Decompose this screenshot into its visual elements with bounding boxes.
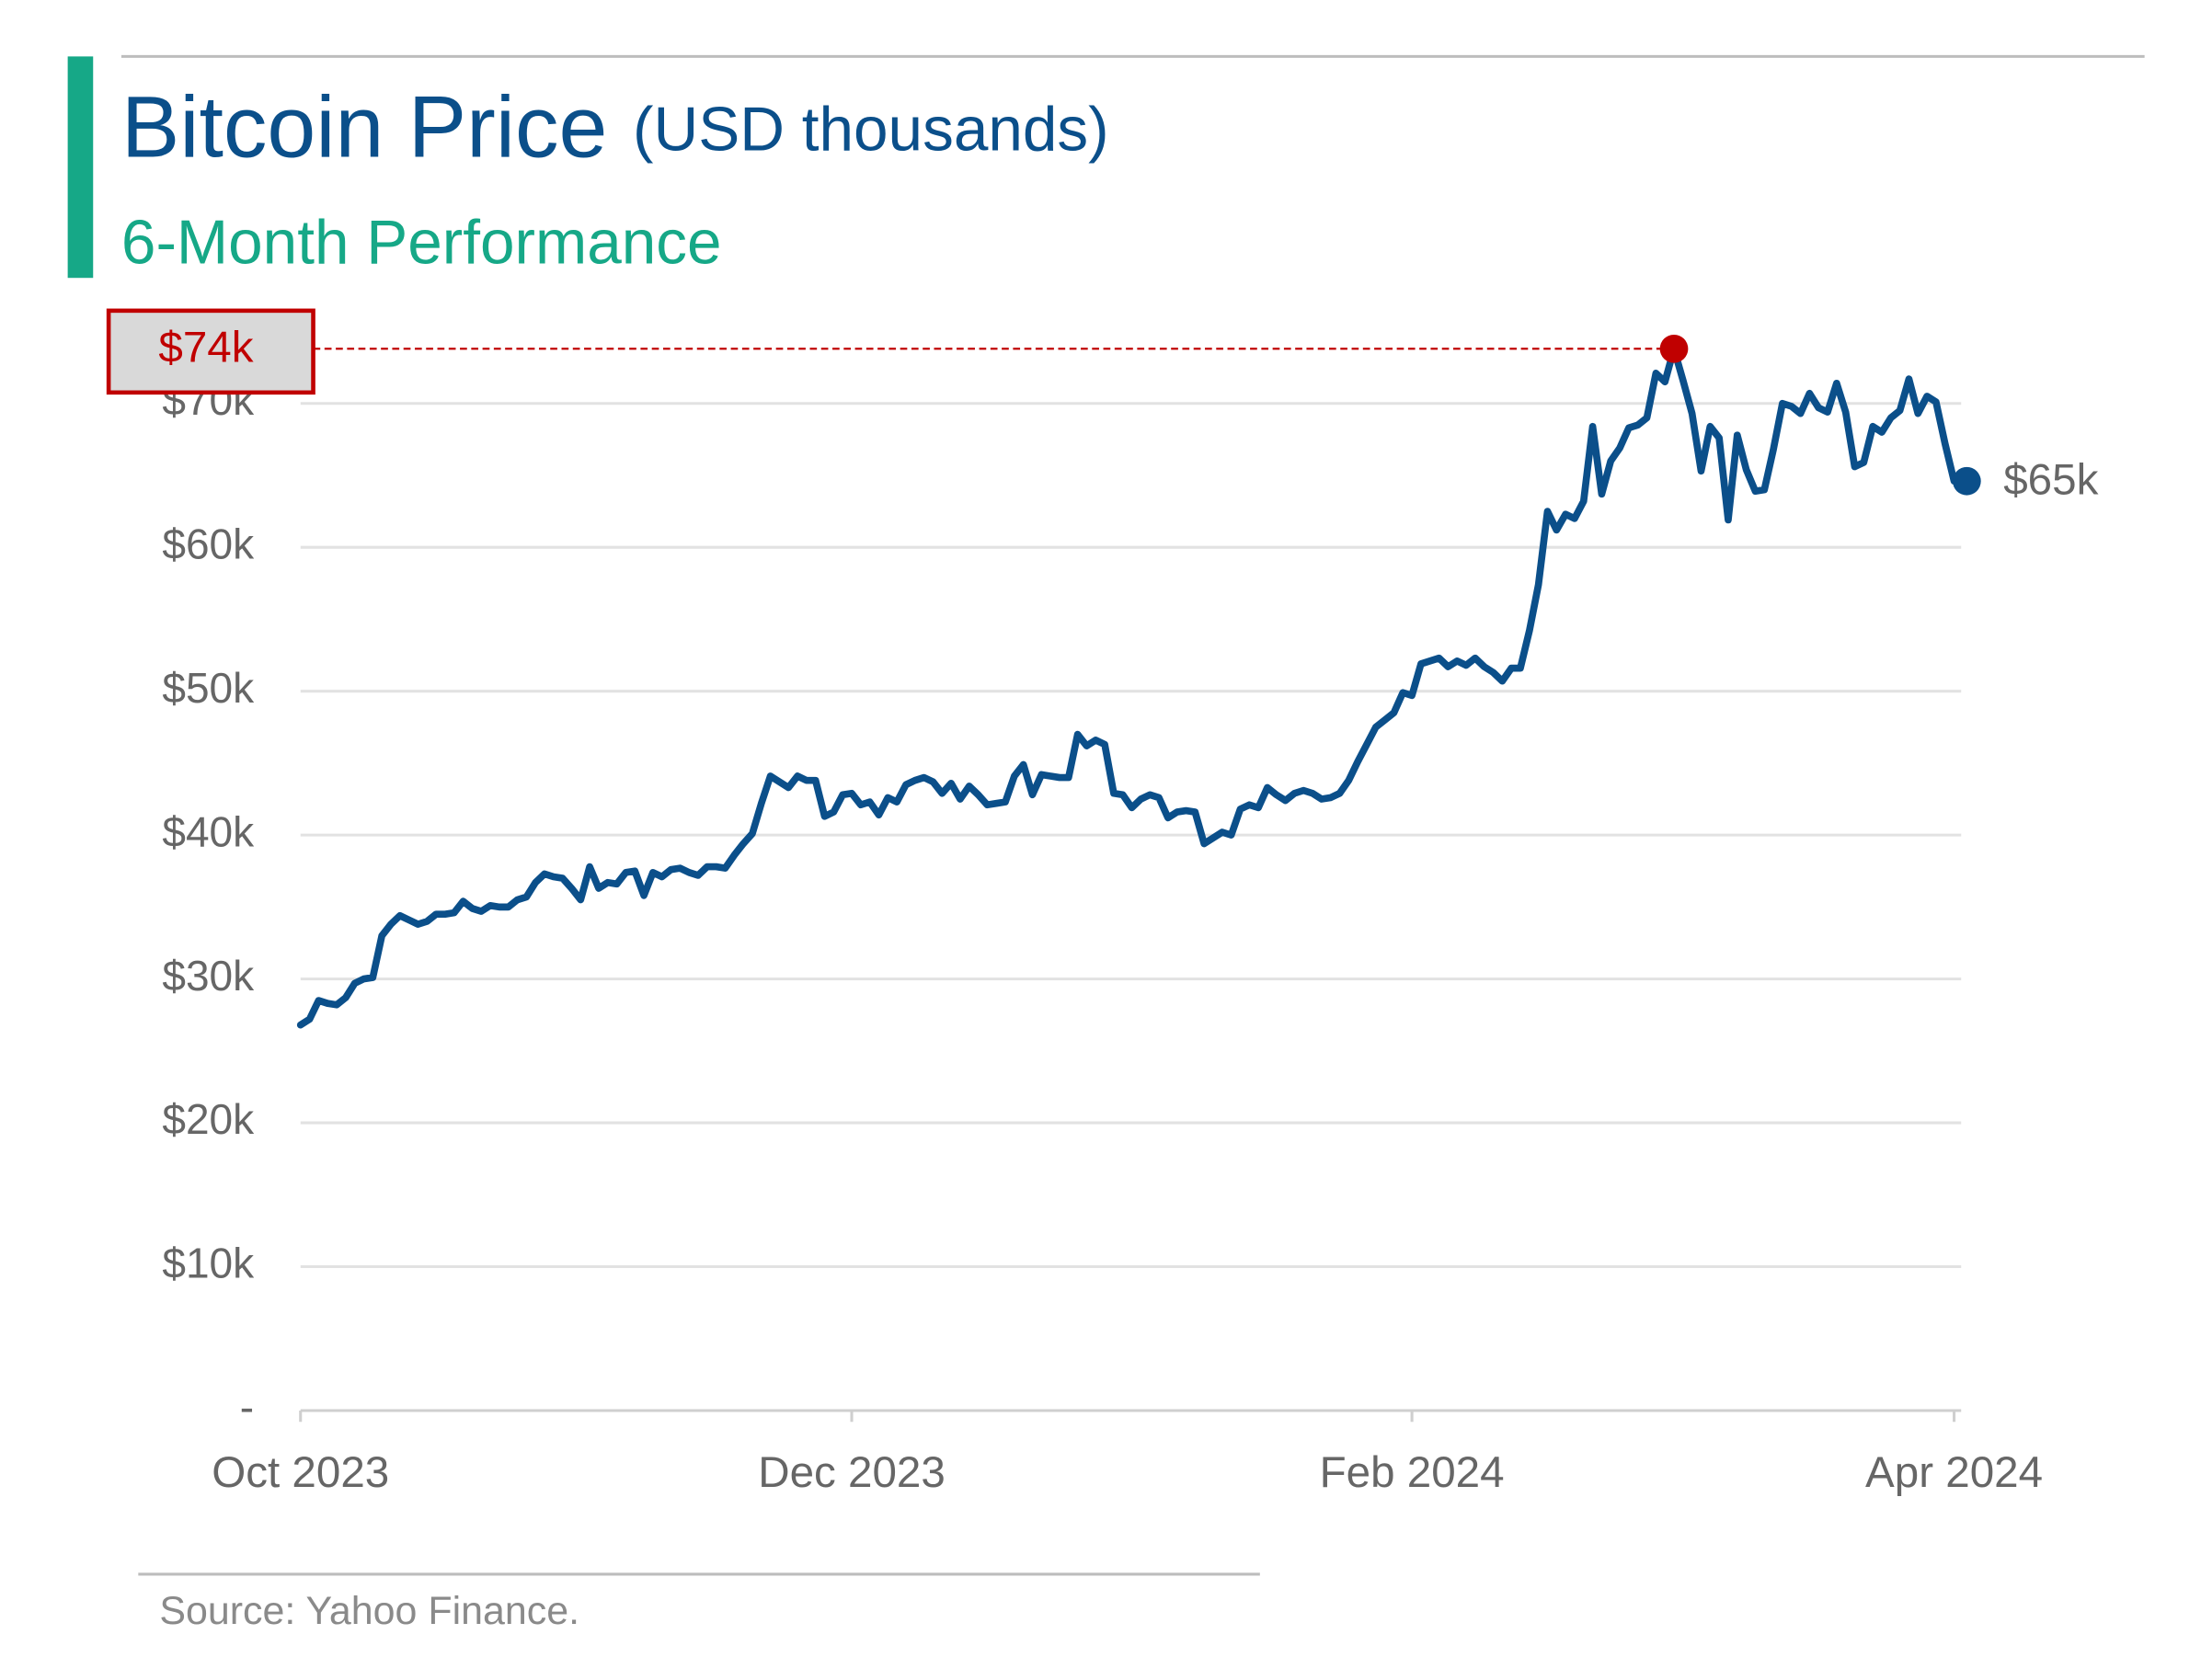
y-tick-label: $10k (162, 1240, 255, 1287)
y-tick-label: $40k (162, 807, 255, 855)
accent-bar (67, 56, 94, 279)
x-tick-label: Dec 2023 (758, 1448, 946, 1497)
peak-label: $74k (158, 323, 253, 371)
x-tick-label: Apr 2024 (1865, 1448, 2043, 1497)
y-tick-label: $50k (162, 664, 255, 712)
peak-label-box (106, 308, 315, 395)
chart-subtitle: 6-Month Performance (121, 208, 722, 277)
title-note: (USD thousands) (633, 96, 1109, 165)
y-tick-label: $20k (162, 1095, 255, 1143)
x-tick-label: Oct 2023 (212, 1448, 389, 1497)
source-note: Source: Yahoo Finance. (159, 1589, 579, 1633)
end-label: $65k (2003, 455, 2098, 504)
price-line (296, 345, 1958, 1029)
chart-title: Bitcoin Price (USD thousands) (121, 79, 1109, 177)
peak-marker (1659, 334, 1689, 363)
y-tick-label: - (240, 1383, 254, 1431)
title-main: Bitcoin Price (121, 79, 608, 177)
y-tick-label: $60k (162, 520, 255, 567)
x-tick-label: Feb 2024 (1320, 1448, 1505, 1497)
y-tick-label: $30k (162, 952, 255, 1000)
end-marker (1953, 466, 1981, 496)
